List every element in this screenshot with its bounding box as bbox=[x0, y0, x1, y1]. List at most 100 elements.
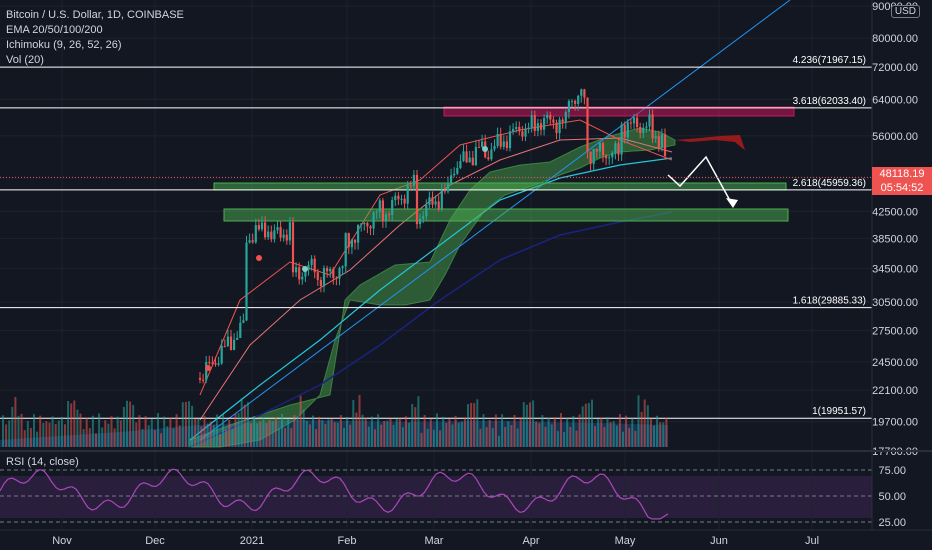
volume-bar bbox=[206, 423, 209, 447]
volume-bar bbox=[188, 401, 190, 447]
volume-bar bbox=[296, 416, 299, 447]
candle-body bbox=[552, 119, 555, 123]
candle-body bbox=[642, 127, 645, 134]
candle-body bbox=[264, 222, 267, 238]
volume-bar bbox=[525, 404, 528, 447]
candle-body bbox=[592, 148, 595, 164]
volume-bar bbox=[606, 416, 609, 447]
volume-bar bbox=[172, 428, 175, 447]
candle-body bbox=[425, 204, 428, 217]
y-tick-label: 34500.00 bbox=[872, 263, 918, 275]
candle-body bbox=[443, 190, 446, 192]
symbol-title[interactable]: Bitcoin / U.S. Dollar, 1D, COINBASE bbox=[6, 9, 184, 21]
candle-body bbox=[521, 131, 524, 137]
candle-body bbox=[431, 197, 434, 205]
volume-bar bbox=[538, 423, 541, 447]
candle-body bbox=[304, 270, 307, 277]
rsi-indicator-label[interactable]: RSI (14, close) bbox=[6, 456, 79, 468]
volume-bar bbox=[349, 424, 352, 447]
volume-bar bbox=[544, 426, 547, 447]
candle-body bbox=[626, 122, 629, 138]
rsi-tick-label: 50.00 bbox=[878, 491, 906, 503]
candle-body bbox=[313, 258, 316, 273]
x-tick-label: Dec bbox=[145, 535, 165, 547]
candle-body bbox=[570, 100, 574, 102]
candle-body bbox=[471, 157, 474, 166]
candle-body bbox=[239, 322, 242, 338]
volume-bar bbox=[631, 418, 634, 447]
volume-bar bbox=[432, 429, 435, 447]
candle-body bbox=[208, 362, 211, 364]
volume-bar bbox=[281, 413, 283, 447]
candle-body bbox=[605, 155, 608, 159]
volume-indicator-label[interactable]: Vol (20) bbox=[6, 54, 44, 66]
volume-bar bbox=[17, 415, 20, 447]
volume-bar bbox=[343, 427, 345, 447]
candle-body bbox=[335, 277, 338, 279]
volume-bar bbox=[352, 399, 355, 447]
volume-bar bbox=[11, 406, 14, 447]
volume-bar bbox=[308, 424, 311, 447]
volume-bar bbox=[470, 402, 473, 447]
volume-bar bbox=[153, 430, 156, 447]
candle-body bbox=[360, 223, 363, 225]
volume-bar bbox=[569, 426, 572, 447]
volume-bar bbox=[377, 414, 380, 447]
signal-dot bbox=[205, 365, 211, 371]
volume-bar bbox=[386, 420, 389, 447]
currency-badge[interactable]: USD bbox=[890, 5, 920, 18]
candle-body bbox=[580, 89, 583, 96]
volume-bar bbox=[194, 418, 197, 447]
volume-bar bbox=[563, 431, 566, 447]
volume-bar bbox=[39, 415, 42, 447]
candle-body bbox=[611, 152, 614, 158]
candle-body bbox=[397, 195, 400, 200]
candle-body bbox=[384, 214, 388, 222]
candle-body bbox=[595, 148, 598, 152]
volume-bar bbox=[290, 428, 293, 447]
volume-bar bbox=[253, 416, 256, 447]
volume-bar bbox=[581, 406, 584, 447]
volume-bar bbox=[615, 425, 618, 447]
candles-group bbox=[198, 88, 667, 384]
volume-bar bbox=[8, 420, 11, 447]
y-tick-label: 38500.00 bbox=[872, 233, 918, 245]
candle-body bbox=[617, 143, 620, 155]
volume-bar bbox=[42, 422, 45, 447]
candle-body bbox=[561, 119, 564, 123]
ichimoku-indicator-label[interactable]: Ichimoku (9, 26, 52, 26) bbox=[6, 39, 122, 51]
x-tick-label: Nov bbox=[52, 535, 72, 547]
volume-bar bbox=[541, 415, 544, 447]
volume-bar bbox=[169, 417, 172, 447]
candle-body bbox=[248, 240, 251, 243]
volume-bar bbox=[160, 433, 163, 447]
volume-bar bbox=[367, 426, 370, 447]
candle-body bbox=[623, 124, 626, 138]
volume-bar bbox=[67, 400, 70, 447]
chart-legend: Bitcoin / U.S. Dollar, 1D, COINBASE EMA … bbox=[6, 8, 184, 68]
volume-bar bbox=[529, 402, 531, 447]
volume-bar bbox=[181, 402, 184, 447]
volume-bar bbox=[318, 416, 321, 447]
candle-body bbox=[260, 222, 264, 230]
volume-bar bbox=[5, 424, 8, 447]
rsi-band bbox=[0, 476, 872, 518]
candle-body bbox=[527, 127, 530, 129]
volume-bar bbox=[649, 418, 652, 447]
candle-body bbox=[487, 157, 490, 160]
volume-bar bbox=[150, 418, 153, 447]
volume-bar bbox=[265, 423, 268, 447]
candle-body bbox=[326, 268, 329, 272]
volume-bar bbox=[439, 430, 442, 447]
volume-bar bbox=[498, 435, 500, 447]
volume-bar bbox=[333, 422, 336, 447]
candle-body bbox=[242, 320, 245, 323]
volume-bar bbox=[284, 428, 287, 447]
volume-bar bbox=[178, 425, 181, 447]
volume-bar bbox=[324, 423, 327, 447]
x-tick-label: Mar bbox=[425, 535, 444, 547]
candle-body bbox=[614, 143, 617, 153]
candle-body bbox=[434, 201, 437, 205]
ema-indicator-label[interactable]: EMA 20/50/100/200 bbox=[6, 24, 103, 36]
